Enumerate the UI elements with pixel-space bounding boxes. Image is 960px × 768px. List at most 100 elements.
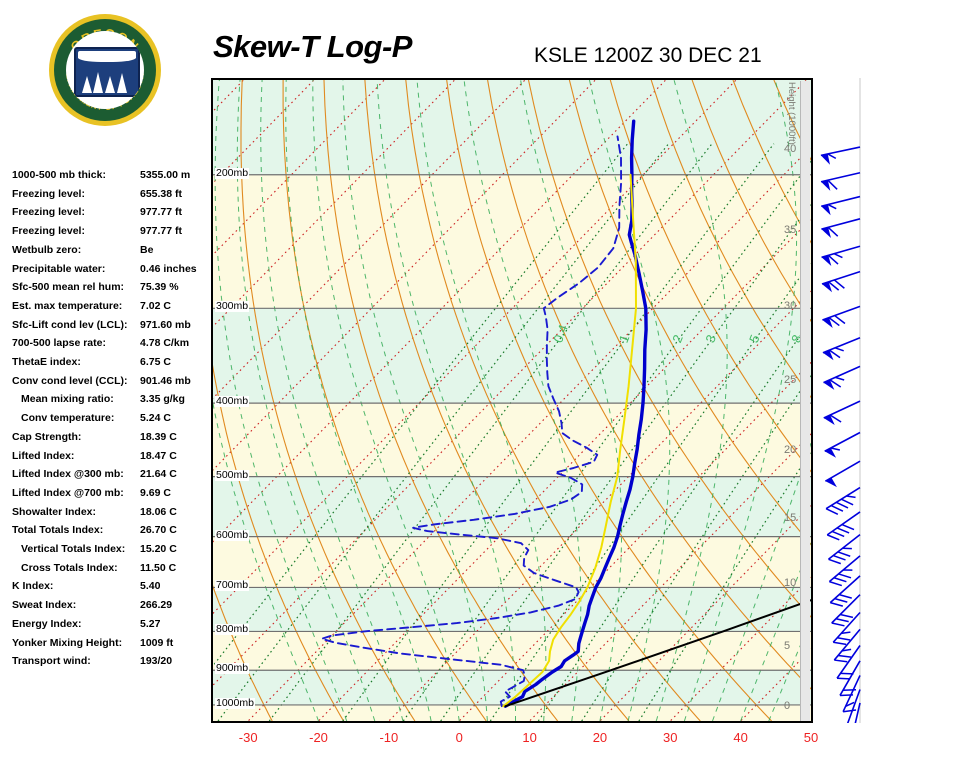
index-label: Yonker Mixing Height: bbox=[12, 636, 123, 649]
pressure-tick-label: 900mb bbox=[215, 662, 250, 675]
seal-inner-disc bbox=[66, 31, 144, 109]
height-tick-label: 5 bbox=[784, 639, 791, 652]
index-label: Mean mixing ratio: bbox=[21, 393, 114, 406]
pressure-tick-label: 1000mb bbox=[215, 696, 255, 709]
parcel-path-trace bbox=[504, 599, 811, 708]
index-value: 977.77 ft bbox=[140, 225, 183, 238]
index-value: 18.06 C bbox=[140, 505, 177, 518]
index-value: 75.39 % bbox=[140, 281, 179, 294]
wind-barb bbox=[842, 675, 861, 713]
tree-icon bbox=[117, 73, 127, 93]
wind-barb bbox=[823, 365, 861, 390]
index-row: ThetaE index: 6.75 C bbox=[12, 353, 208, 372]
index-label: Transport wind: bbox=[12, 655, 91, 668]
wind-barb bbox=[826, 511, 861, 541]
index-label: Vertical Totals Index: bbox=[21, 543, 126, 556]
mixing-ratio-line bbox=[213, 143, 629, 667]
wind-barb bbox=[827, 534, 861, 565]
temperature-tick-label: 30 bbox=[663, 730, 678, 745]
index-label: Sfc-500 mean rel hum: bbox=[12, 281, 125, 294]
index-value: 0.46 inches bbox=[140, 262, 197, 275]
height-tick-label: 30 bbox=[784, 300, 797, 313]
temperature-tick-label: 0 bbox=[455, 730, 463, 745]
isotherm-line bbox=[528, 433, 811, 721]
isotherm-line bbox=[213, 80, 808, 686]
wind-barb bbox=[824, 460, 861, 488]
index-label: K Index: bbox=[12, 580, 54, 593]
isotherm-line bbox=[317, 218, 811, 721]
tree-icon bbox=[105, 76, 115, 93]
isotherm-line bbox=[458, 361, 811, 721]
index-row: Sfc-Lift cond lev (LCL): 971.60 mb bbox=[12, 316, 208, 335]
index-row: Lifted Index: 18.47 C bbox=[12, 447, 208, 466]
temperature-tick-label: 20 bbox=[592, 730, 608, 745]
chart-scrollbar[interactable] bbox=[800, 81, 810, 721]
index-value: 5.27 bbox=[140, 617, 161, 630]
index-value: 1009 ft bbox=[140, 636, 174, 649]
index-value: 7.02 C bbox=[140, 299, 171, 312]
temperature-tick-label: 10 bbox=[522, 730, 537, 745]
index-value: 3.35 g/kg bbox=[140, 393, 185, 406]
isotherm-line bbox=[247, 146, 811, 721]
temperature-tick-label: -30 bbox=[238, 730, 258, 745]
index-row: Cross Totals Index: 11.50 C bbox=[12, 559, 208, 578]
agency-logo: OREGON DEPARTMENT OF FORESTRY bbox=[49, 14, 161, 126]
index-row: Sweat Index: 266.29 bbox=[12, 596, 208, 615]
dewpoint-trace bbox=[320, 135, 623, 708]
index-row: Cap Strength: 18.39 C bbox=[12, 428, 208, 447]
index-row: Freezing level: 977.77 ft bbox=[12, 203, 208, 222]
wind-barb bbox=[831, 594, 861, 627]
index-label: Sfc-Lift cond lev (LCL): bbox=[12, 318, 128, 331]
index-row: Wetbulb zero: Be bbox=[12, 241, 208, 260]
pressure-band bbox=[213, 587, 811, 632]
mixing-ratio-line bbox=[581, 374, 811, 721]
index-row: 700-500 lapse rate: 4.78 C/km bbox=[12, 334, 208, 353]
index-label: Conv temperature: bbox=[21, 412, 115, 425]
station-datetime-title: KSLE 1200Z 30 DEC 21 bbox=[534, 44, 762, 67]
wind-barb bbox=[823, 400, 861, 426]
index-label: Cap Strength: bbox=[12, 430, 82, 443]
index-value: 655.38 ft bbox=[140, 187, 183, 200]
index-value: 9.69 C bbox=[140, 486, 171, 499]
wind-barb bbox=[832, 611, 861, 646]
height-tick-label: 15 bbox=[784, 511, 797, 524]
index-row: Showalter Index: 18.06 C bbox=[12, 503, 208, 522]
index-label: Lifted Index @700 mb: bbox=[12, 486, 124, 499]
temperature-tick-label: -20 bbox=[309, 730, 328, 745]
pressure-tick-label: 800mb bbox=[215, 623, 250, 636]
wind-barb bbox=[820, 146, 861, 165]
pressure-band bbox=[213, 403, 811, 477]
wind-barb-panel bbox=[820, 78, 861, 723]
index-value: 18.39 C bbox=[140, 430, 177, 443]
index-row: Freezing level: 655.38 ft bbox=[12, 185, 208, 204]
index-value: 901.46 mb bbox=[140, 374, 191, 387]
wetbulb-trace bbox=[502, 173, 637, 708]
tree-icon bbox=[82, 76, 92, 93]
skewt-plot[interactable]: 0.4 1 2 3 5 8 bbox=[211, 78, 813, 723]
mixing-ratio-line bbox=[638, 450, 811, 721]
index-value: 18.47 C bbox=[140, 449, 177, 462]
temperature-tick-label: -10 bbox=[379, 730, 399, 745]
index-label: 1000-500 mb thick: bbox=[12, 169, 106, 181]
wind-barb bbox=[854, 702, 861, 723]
mixing-ratio-label: 0.4 bbox=[550, 322, 571, 344]
tree-icon bbox=[93, 72, 103, 93]
index-row: Est. max temperature: 7.02 C bbox=[12, 297, 208, 316]
index-value: 6.75 C bbox=[140, 356, 171, 369]
pressure-tick-label: 200mb bbox=[215, 166, 250, 179]
skewt-canvas: 0.4 1 2 3 5 8 bbox=[213, 80, 811, 721]
index-row: Total Totals Index: 26.70 C bbox=[12, 521, 208, 540]
index-label: Freezing level: bbox=[12, 187, 85, 200]
wind-barb bbox=[821, 218, 861, 238]
pressure-band bbox=[213, 308, 811, 404]
index-label: Est. max temperature: bbox=[12, 299, 123, 312]
index-label: Freezing level: bbox=[12, 225, 85, 238]
height-tick-label: 20 bbox=[784, 444, 797, 457]
index-label: Precipitable water: bbox=[12, 262, 106, 275]
mixing-ratio-line bbox=[537, 319, 811, 721]
wind-barb bbox=[833, 628, 861, 663]
wind-barb bbox=[821, 245, 861, 266]
height-tick-label: 40 bbox=[784, 143, 797, 156]
index-label: Sweat Index: bbox=[12, 599, 77, 612]
